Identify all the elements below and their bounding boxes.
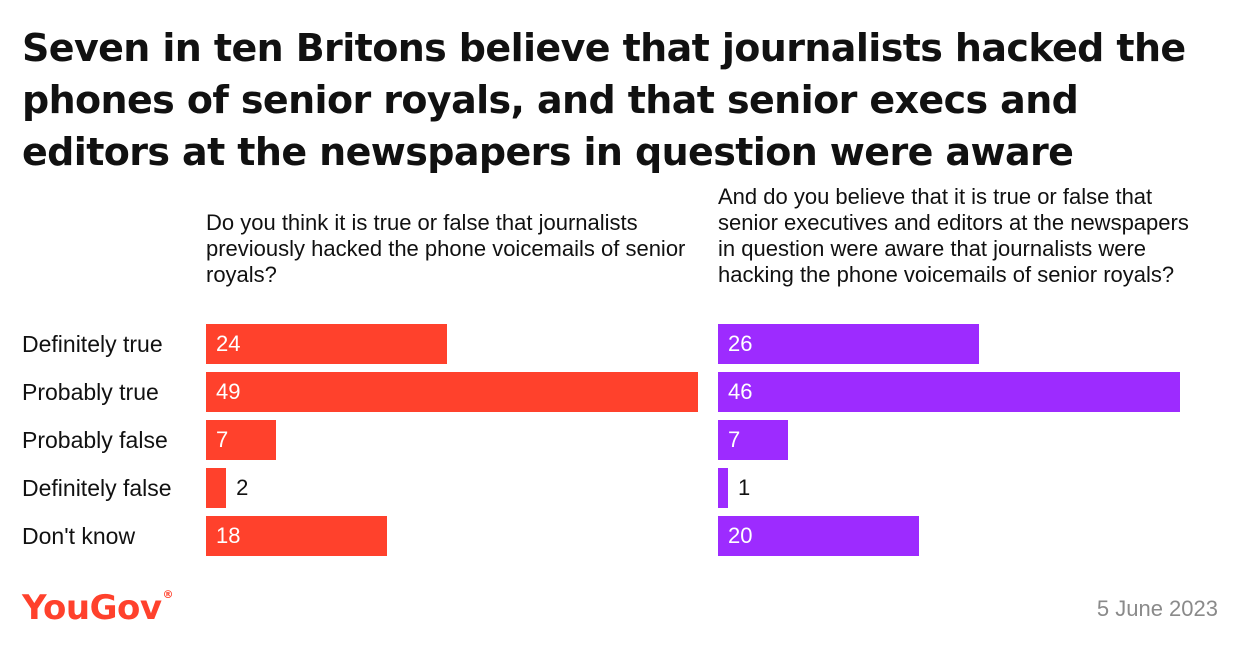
- bar-value-label: 1: [738, 475, 751, 500]
- bar-2-0: [718, 324, 980, 364]
- category-label: Don't know: [22, 523, 136, 549]
- bar-2-3: [718, 468, 729, 508]
- bar-2-4: [718, 516, 919, 556]
- bar-value-label: 7: [216, 427, 229, 452]
- category-label: Definitely false: [22, 475, 172, 501]
- bar-value-label: 7: [728, 427, 741, 452]
- bar-1-4: [206, 516, 387, 556]
- yougov-logo: YouGov®: [22, 588, 173, 628]
- bar-1-1: [206, 372, 698, 412]
- bar-1-2: [206, 420, 277, 460]
- bar-1-3: [206, 468, 227, 508]
- bar-value-label: 20: [728, 523, 753, 548]
- bar-value-label: 49: [216, 379, 241, 404]
- bar-2-2: [718, 420, 789, 460]
- bar-1-0: [206, 324, 447, 364]
- panel-1-question: Do you think it is true or false that jo…: [206, 210, 686, 287]
- bar-value-label: 24: [216, 331, 241, 356]
- category-label: Probably false: [22, 427, 168, 453]
- bar-2-1: [718, 372, 1180, 412]
- bar-value-label: 26: [728, 331, 753, 356]
- chart-title: Seven in ten Britons believe that journa…: [22, 26, 1186, 174]
- logo-text: YouGov: [22, 588, 162, 628]
- bar-value-label: 2: [236, 475, 249, 500]
- logo-registered-mark: ®: [162, 588, 174, 601]
- category-label: Definitely true: [22, 331, 163, 357]
- bar-value-label: 18: [216, 523, 241, 548]
- publish-date: 5 June 2023: [1096, 596, 1218, 621]
- panel-2-question: And do you believe that it is true or fa…: [718, 184, 1189, 287]
- bar-value-label: 46: [728, 379, 753, 404]
- category-label: Probably true: [22, 379, 159, 405]
